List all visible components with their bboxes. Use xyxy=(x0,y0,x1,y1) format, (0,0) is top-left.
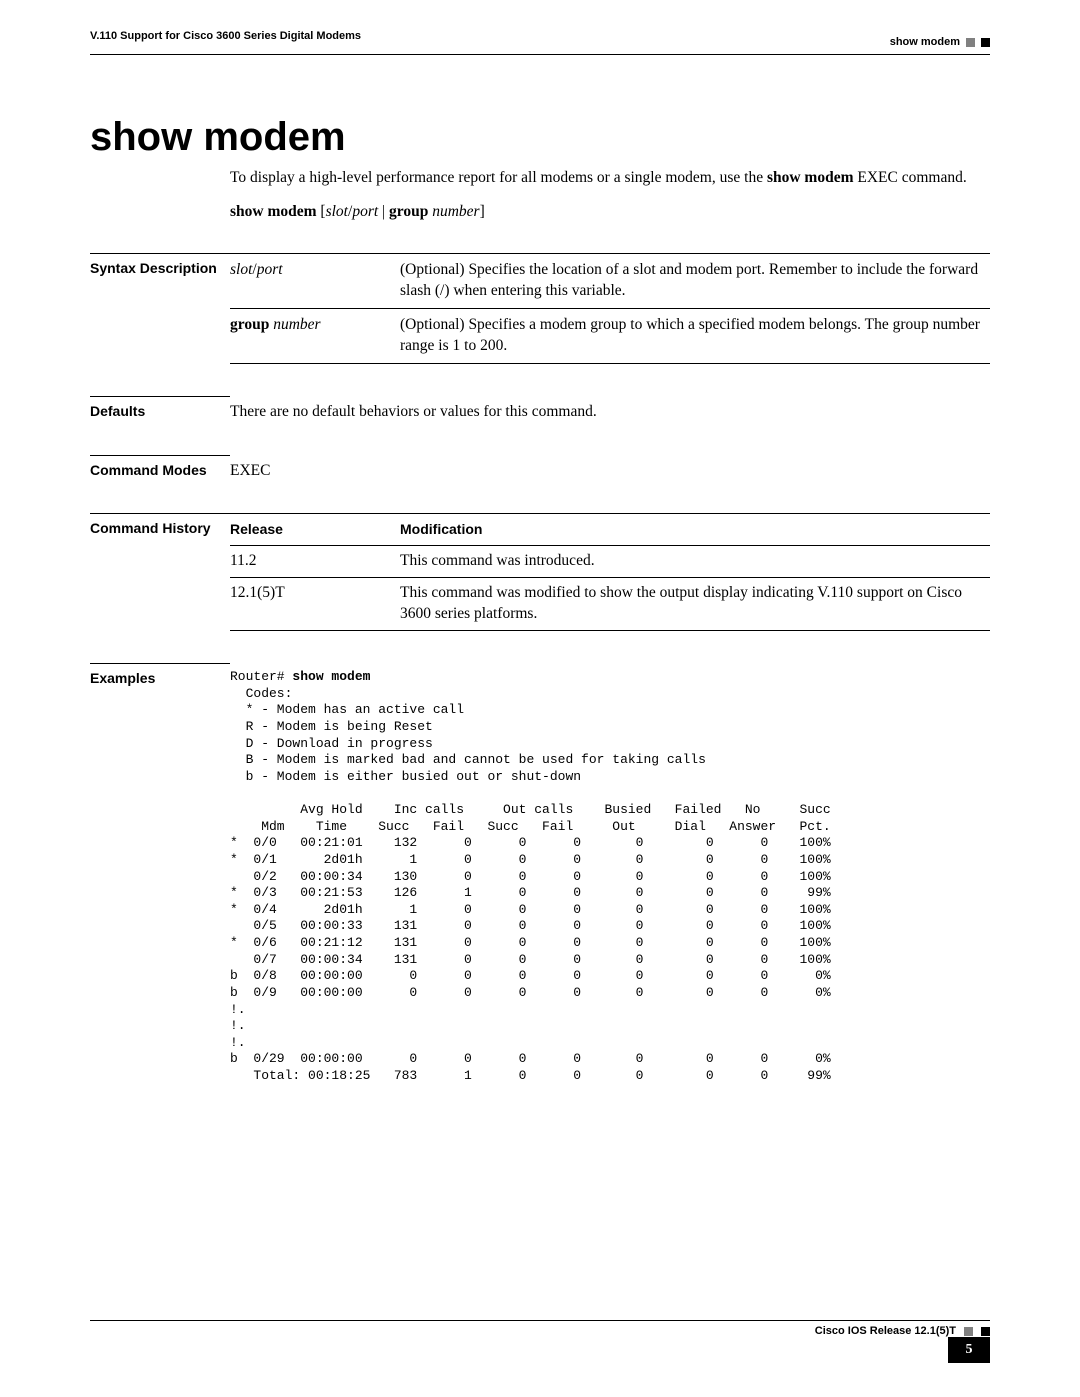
doc-title: V.110 Support for Cisco 3600 Series Digi… xyxy=(90,30,361,42)
param-name: number xyxy=(273,316,320,333)
examples-section: Examples Router# show modem Codes: * - M… xyxy=(90,663,990,1085)
intro-text: EXEC command. xyxy=(854,169,967,186)
example-cmd: show modem xyxy=(292,669,370,684)
param-desc: (Optional) Specifies the location of a s… xyxy=(400,253,990,308)
modification-cell: This command was modified to show the ou… xyxy=(400,578,990,631)
section-label: Syntax Description xyxy=(90,253,230,276)
history-table: Release Modification 11.2 This command w… xyxy=(230,513,990,631)
syntax-keyword: group xyxy=(389,203,428,220)
syntax-arg: number xyxy=(432,203,479,220)
section-label: Command Modes xyxy=(90,455,230,478)
table-row: 11.2 This command was introduced. xyxy=(230,546,990,578)
square-icon xyxy=(981,38,990,47)
section-label: Defaults xyxy=(90,396,230,419)
command-history-section: Command History Release Modification 11.… xyxy=(90,513,990,631)
example-body: Codes: * - Modem has an active call R - … xyxy=(230,686,831,1083)
intro-text: To display a high-level performance repo… xyxy=(230,169,767,186)
defaults-text: There are no default behaviors or values… xyxy=(230,396,990,423)
command-modes-section: Command Modes EXEC xyxy=(90,455,990,482)
page-header: V.110 Support for Cisco 3600 Series Digi… xyxy=(90,30,990,48)
page-footer: Cisco IOS Release 12.1(5)T 5 xyxy=(90,1320,990,1363)
square-icon xyxy=(966,38,975,47)
modification-cell: This command was introduced. xyxy=(400,546,990,578)
breadcrumb-text: show modem xyxy=(890,36,960,48)
page-number: 5 xyxy=(948,1337,990,1363)
section-label: Examples xyxy=(90,663,230,686)
intro-command: show modem xyxy=(767,169,854,186)
table-row: 12.1(5)T This command was modified to sh… xyxy=(230,578,990,631)
intro-paragraph: To display a high-level performance repo… xyxy=(230,168,990,189)
release-cell: 11.2 xyxy=(230,546,400,578)
command-syntax: show modem [slot/port | group number] xyxy=(230,203,990,221)
param-name: group xyxy=(230,316,273,333)
release-cell: 12.1(5)T xyxy=(230,578,400,631)
col-modification: Modification xyxy=(400,514,990,546)
square-icon xyxy=(964,1327,973,1336)
col-release: Release xyxy=(230,514,400,546)
table-row: group number (Optional) Specifies a mode… xyxy=(230,308,990,363)
command-modes-text: EXEC xyxy=(230,455,990,482)
syntax-arg: port xyxy=(352,203,378,220)
defaults-section: Defaults There are no default behaviors … xyxy=(90,396,990,423)
syntax-table: slot/port (Optional) Specifies the locat… xyxy=(230,253,990,364)
square-icon xyxy=(981,1327,990,1336)
table-header-row: Release Modification xyxy=(230,514,990,546)
param-name: slot xyxy=(230,261,252,278)
table-row: slot/port (Optional) Specifies the locat… xyxy=(230,253,990,308)
example-output: Router# show modem Codes: * - Modem has … xyxy=(230,669,990,1085)
syntax-cmd: show modem xyxy=(230,203,317,220)
breadcrumb: show modem xyxy=(890,36,990,48)
header-rule xyxy=(90,54,990,55)
param-desc: (Optional) Specifies a modem group to wh… xyxy=(400,308,990,363)
syntax-description-section: Syntax Description slot/port (Optional) … xyxy=(90,253,990,364)
footer-release: Cisco IOS Release 12.1(5)T xyxy=(815,1325,956,1337)
section-label: Command History xyxy=(90,513,230,536)
page-title: show modem xyxy=(90,115,990,160)
param-name: port xyxy=(257,261,283,278)
footer-rule xyxy=(90,1320,990,1321)
example-prompt: Router# xyxy=(230,669,292,684)
syntax-arg: slot xyxy=(326,203,348,220)
